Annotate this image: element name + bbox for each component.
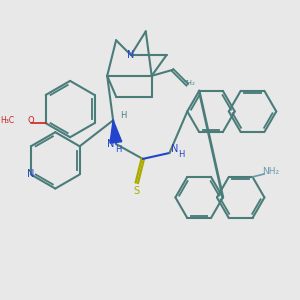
Text: H: H: [120, 111, 126, 120]
Text: NH₂: NH₂: [262, 167, 279, 176]
Text: O: O: [28, 116, 34, 125]
Text: N: N: [27, 169, 34, 179]
Text: N: N: [127, 50, 135, 60]
Text: S: S: [134, 185, 140, 196]
Text: H: H: [115, 145, 121, 154]
Text: N: N: [171, 144, 178, 154]
Polygon shape: [110, 120, 122, 143]
Text: CH₂: CH₂: [183, 80, 196, 86]
Text: H₃C: H₃C: [0, 116, 14, 125]
Text: N: N: [107, 139, 115, 149]
Text: H: H: [178, 150, 184, 159]
